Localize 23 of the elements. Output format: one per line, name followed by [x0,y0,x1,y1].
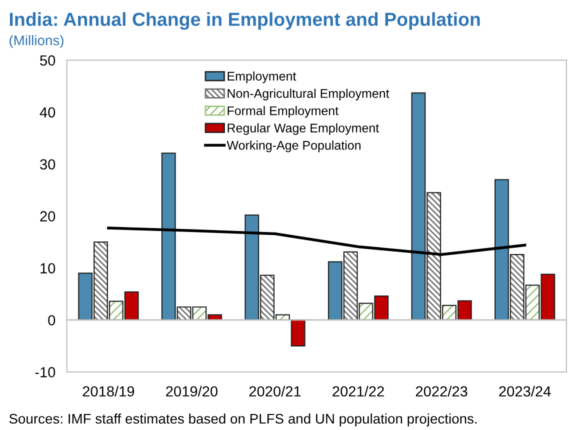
x-tick-label: 2021/22 [332,386,384,397]
legend-label: Formal Employment [228,106,338,118]
source-note: Sources: IMF staff estimates based on PLFS and UN population projections. [9,413,477,426]
legend-label: Non-Agricultural Employment [228,88,390,100]
y-tick-label: 30 [40,159,56,170]
x-tick-label: 2022/23 [416,386,468,397]
bar [290,319,306,347]
x-tick-label: 2019/20 [166,386,218,397]
y-tick-label: 50 [40,55,56,66]
y-tick-label: 0 [48,315,56,326]
y-tick-label: 10 [40,263,56,274]
y-tick-label: 40 [40,107,56,118]
y-tick-label: 20 [40,211,56,222]
legend-label: Employment [228,71,296,84]
chart-subtitle: (Millions) [10,35,64,48]
y-tick-label: -10 [35,367,56,378]
legend-label: Regular Wage Employment [228,123,380,135]
x-tick-label: 2018/19 [82,386,134,397]
legend-label: Working-Age Population [226,140,360,152]
chart-title: India: Annual Change in Employment and Population [10,12,480,30]
line-series [107,226,526,256]
x-tick-label: 2020/21 [249,386,301,397]
x-tick-label: 2023/24 [499,386,551,397]
